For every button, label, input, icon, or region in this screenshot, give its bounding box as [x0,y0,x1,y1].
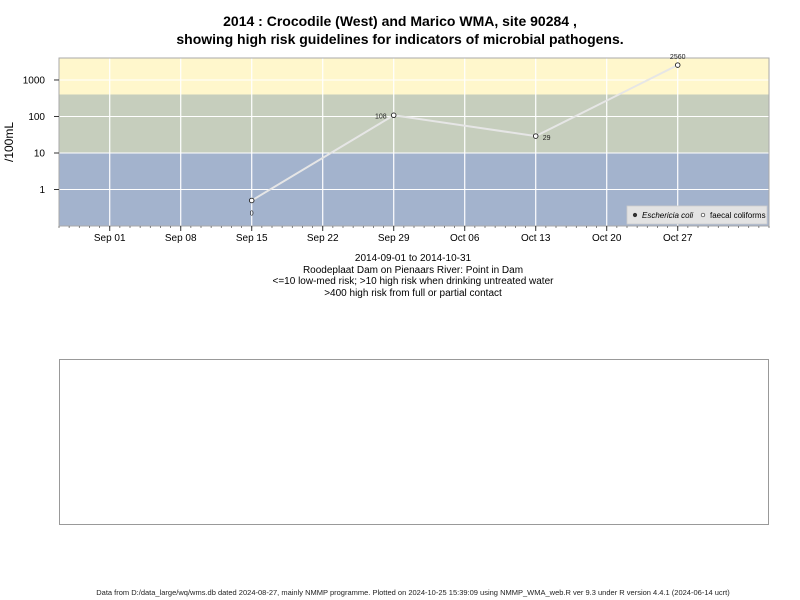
y-tick-label: 100 [28,112,45,123]
x-tick-label: Oct 13 [521,233,551,244]
legend-ecoli-label: Eschericia coli [642,211,693,220]
data-point [674,62,681,68]
data-point [390,112,397,119]
y-tick-label: 1 [39,185,45,196]
x-tick-label: Sep 15 [236,233,268,244]
data-label: 0 [250,210,254,217]
data-point [532,133,539,139]
x-tick-label: Oct 20 [592,233,622,244]
legend-ecoli-marker [632,212,638,218]
x-tick-label: Oct 27 [663,233,693,244]
x-tick-label: Sep 08 [165,233,197,244]
data-label: 29 [543,135,551,142]
caption-site-name: Roodeplaat Dam on Pienaars River: Point … [302,264,524,276]
data-label: 108 [375,113,387,120]
caption-contact-risk: >400 high risk from full or partial cont… [324,287,502,299]
y-tick-label: 1000 [23,75,46,86]
legend-faecal-label: faecal coliforms [710,211,766,220]
y-tick-label: 10 [34,148,46,159]
chart-plot-svg: Sep 01 Sep 08 Sep 15 Sep 22 Sep 29 Oct 06 Oct … [2,54,770,244]
series-line [251,64,679,202]
legend-faecal-marker [700,212,706,218]
x-tick-label: Sep 01 [94,233,126,244]
risk-band-1 [59,94,769,153]
data-point [248,197,255,204]
chart-title-line-2: showing high risk guidelines for indicat… [176,31,624,47]
caption-date-range: 2014-09-01 to 2014-10-31 [354,253,472,264]
caption-drinking-risk: <=10 low-med risk; >10 high risk when dr… [272,276,554,287]
footer-note: Data from D:/data_large/wq/wms.db dated … [96,588,730,597]
empty-lower-panel [59,359,769,525]
risk-band-2 [59,58,769,95]
chart-title-line-1: 2014 : Crocodile (West) and Marico WMA, … [223,13,577,29]
data-label: 2560 [670,54,686,61]
x-tick-label: Oct 06 [450,233,480,244]
legend-box [626,205,768,225]
y-axis-label: /100mL [2,122,16,162]
x-tick-label: Sep 29 [378,233,410,244]
x-tick-label: Sep 22 [307,233,339,244]
